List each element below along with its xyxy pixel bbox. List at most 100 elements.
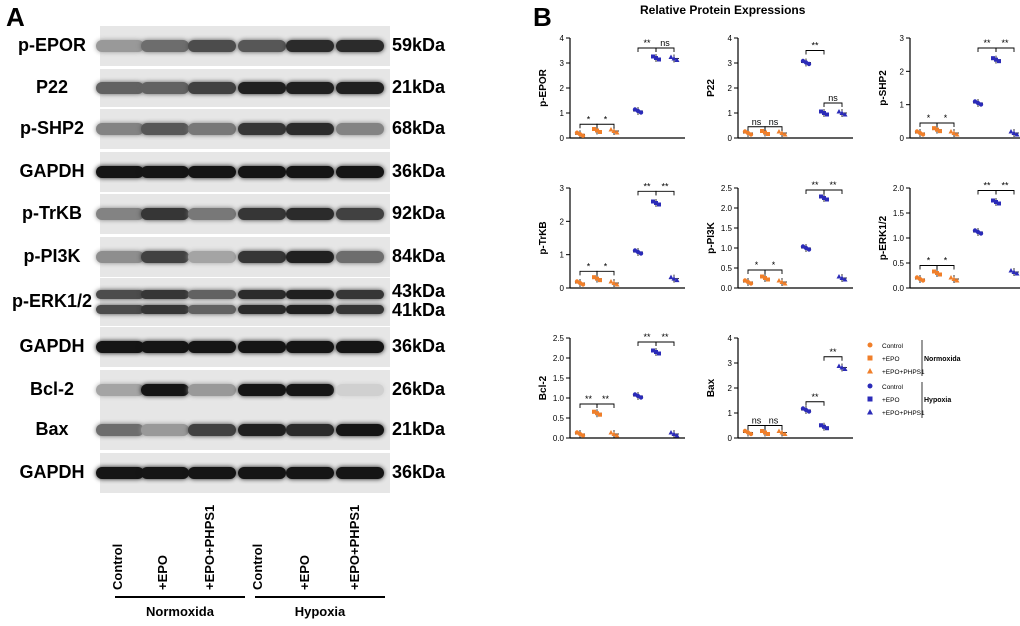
significance-bracket bbox=[655, 190, 675, 196]
data-point bbox=[935, 271, 939, 275]
data-point bbox=[580, 133, 586, 138]
data-point bbox=[674, 277, 680, 283]
data-point bbox=[1014, 271, 1020, 276]
data-point bbox=[822, 424, 826, 429]
data-point bbox=[654, 350, 658, 354]
legend-group-hypoxia: Hypoxia bbox=[924, 397, 951, 404]
data-point bbox=[776, 428, 782, 433]
blot-band bbox=[96, 123, 144, 135]
legend-label: +EPO+PHPS1 bbox=[882, 369, 925, 376]
data-point bbox=[991, 198, 995, 203]
y-tick-label: 0.0 bbox=[721, 284, 733, 293]
blot-row-label: GAPDH bbox=[19, 161, 85, 181]
blot-band bbox=[238, 123, 286, 135]
lane-label: Control bbox=[250, 543, 265, 590]
y-tick-label: 0.5 bbox=[721, 264, 733, 273]
blot-band bbox=[286, 251, 334, 263]
data-point bbox=[668, 54, 674, 59]
y-tick-label: 0 bbox=[900, 134, 905, 143]
blot-band bbox=[238, 424, 286, 436]
y-tick-label: 2 bbox=[560, 217, 565, 226]
legend-label: +EPO bbox=[882, 356, 900, 363]
blot-band bbox=[286, 384, 334, 396]
blot-band bbox=[336, 467, 384, 479]
legend-label: Control bbox=[882, 384, 904, 391]
data-point bbox=[842, 112, 848, 117]
data-point bbox=[766, 277, 770, 282]
data-point bbox=[760, 274, 764, 279]
y-tick-label: 1.5 bbox=[553, 374, 565, 383]
data-point bbox=[668, 274, 674, 280]
chart-legend: Control +EPO +EPO+PHPS1 Control +EPO +EPO+PHP… bbox=[867, 340, 961, 418]
significance-label: ** bbox=[983, 181, 991, 191]
significance-bracket bbox=[823, 102, 843, 107]
significance-bracket bbox=[579, 403, 598, 408]
significance-label: * bbox=[944, 113, 948, 123]
y-axis-label: p-TrKB bbox=[538, 221, 549, 254]
chart-p-pi3k: 0.00.51.01.52.02.5p-PI3K* *** ** bbox=[706, 180, 853, 293]
group-label-hypoxia: Hypoxia bbox=[294, 604, 346, 619]
significance-label: ns bbox=[828, 93, 838, 103]
y-tick-label: 1 bbox=[560, 109, 565, 118]
blot-band bbox=[141, 40, 189, 52]
blot-band bbox=[238, 341, 286, 353]
blot-band bbox=[336, 424, 384, 436]
data-point bbox=[614, 282, 620, 287]
molecular-weight-label: 36kDa bbox=[392, 336, 446, 356]
blot-band bbox=[188, 290, 236, 299]
blot-band bbox=[141, 424, 189, 436]
blot-band bbox=[286, 123, 334, 135]
data-point bbox=[592, 409, 596, 414]
significance-bracket bbox=[977, 47, 997, 52]
data-point bbox=[651, 199, 655, 204]
significance-label: ns bbox=[769, 416, 779, 426]
significance-label: ns bbox=[752, 117, 762, 127]
significance-bracket bbox=[995, 47, 1015, 52]
legend-marker bbox=[867, 409, 873, 415]
molecular-weight-label: 36kDa bbox=[392, 462, 446, 482]
data-point bbox=[825, 426, 829, 431]
y-tick-label: 1.0 bbox=[721, 244, 733, 253]
data-point bbox=[598, 412, 602, 417]
y-tick-label: 2.0 bbox=[893, 184, 905, 193]
data-point bbox=[932, 269, 936, 274]
data-point bbox=[748, 281, 754, 286]
blot-band bbox=[96, 166, 144, 178]
data-point bbox=[935, 127, 939, 132]
significance-bracket bbox=[579, 270, 598, 276]
data-point bbox=[748, 132, 754, 137]
data-point bbox=[978, 102, 984, 107]
blot-band bbox=[336, 251, 384, 263]
significance-label: * bbox=[772, 260, 776, 270]
significance-bracket bbox=[747, 269, 766, 274]
significance-bracket bbox=[805, 401, 825, 406]
blot-band bbox=[141, 166, 189, 178]
y-tick-label: 1.5 bbox=[893, 209, 905, 218]
blot-row-label: p-PI3K bbox=[23, 246, 81, 266]
significance-bracket bbox=[764, 425, 783, 430]
blot-band bbox=[141, 384, 189, 396]
y-tick-label: 0 bbox=[560, 284, 565, 293]
y-axis-label: Bax bbox=[706, 378, 717, 397]
molecular-weight-label: 43kDa bbox=[392, 281, 446, 301]
significance-label: ** bbox=[983, 38, 991, 48]
y-tick-label: 0 bbox=[560, 134, 565, 143]
significance-label: * bbox=[587, 261, 591, 271]
data-point bbox=[948, 129, 954, 134]
data-point bbox=[779, 130, 785, 135]
significance-label: ** bbox=[643, 38, 651, 48]
significance-bracket bbox=[823, 189, 843, 194]
data-point bbox=[842, 277, 848, 282]
blot-band bbox=[286, 424, 334, 436]
data-point bbox=[819, 109, 823, 114]
blot-band bbox=[336, 384, 384, 396]
panel-b-letter: B bbox=[533, 2, 552, 32]
data-point bbox=[938, 129, 942, 134]
significance-label: ** bbox=[643, 181, 651, 191]
significance-label: ** bbox=[829, 347, 837, 357]
data-point bbox=[1011, 130, 1017, 135]
y-tick-label: 4 bbox=[728, 34, 733, 43]
panel-a-letter: A bbox=[6, 2, 25, 32]
blot-band bbox=[336, 208, 384, 220]
data-point bbox=[611, 431, 617, 436]
